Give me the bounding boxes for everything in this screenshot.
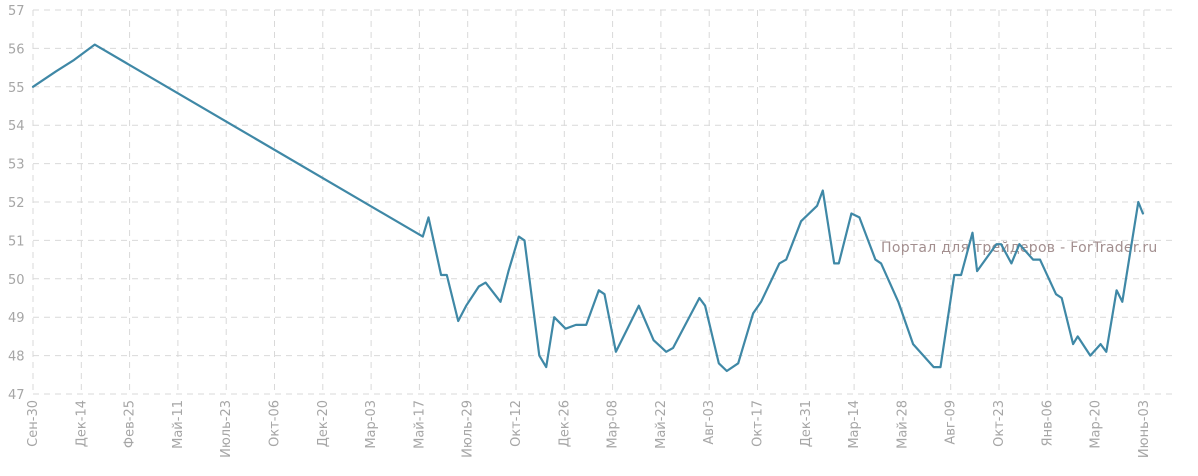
grid: [32, 9, 1176, 395]
x-tick-label: Июль-23: [219, 400, 234, 458]
x-tick-label: Окт-23: [992, 400, 1007, 447]
y-tick-label: 49: [8, 311, 25, 326]
x-tick-label: Май-17: [412, 400, 427, 449]
x-tick-label: Фев-25: [123, 400, 138, 448]
x-tick-label: Сен-30: [26, 400, 41, 447]
x-tick-label: Авг-09: [944, 400, 959, 445]
y-tick-label: 55: [8, 81, 25, 96]
x-tick-label: Дек-20: [316, 400, 331, 447]
x-tick-label: Мар-14: [847, 400, 862, 449]
y-tick-label: 50: [8, 273, 25, 288]
x-tick-label: Янв-06: [1040, 400, 1055, 446]
x-tick-label: Мар-08: [606, 400, 621, 449]
y-tick-label: 57: [8, 4, 25, 19]
x-tick-label: Июнь-03: [1137, 400, 1152, 458]
y-tick-label: 47: [8, 388, 25, 403]
watermark-text: Портал для трейдеров - ForTrader.ru: [881, 240, 1158, 256]
series: [31, 43, 1145, 373]
y-tick-label: 51: [8, 234, 25, 249]
y-axis-ticks: 47 48 49 50 51 52 53 54 55 56 57: [8, 4, 25, 403]
y-tick-label: 54: [8, 119, 25, 134]
x-tick-label: Дек-14: [74, 400, 89, 447]
x-tick-label: Окт-06: [268, 400, 283, 447]
x-tick-label: Дек-31: [799, 400, 814, 447]
x-tick-label: Июль-29: [461, 400, 476, 458]
y-tick-label: 48: [8, 350, 25, 365]
x-tick-label: Окт-12: [509, 400, 524, 447]
y-tick-label: 56: [8, 42, 25, 57]
x-tick-label: Авг-03: [702, 400, 717, 445]
x-tick-label: Май-11: [171, 400, 186, 449]
x-tick-label: Окт-17: [751, 400, 766, 447]
x-axis-ticks: Сен-30 Дек-14 Фев-25 Май-11 Июль-23 Окт-06 Дек…: [26, 400, 1152, 458]
x-tick-label: Май-22: [654, 400, 669, 449]
x-tick-label: Мар-20: [1089, 400, 1104, 449]
x-tick-label: Май-28: [895, 400, 910, 449]
x-tick-label: Мар-03: [364, 400, 379, 449]
y-tick-label: 53: [8, 158, 25, 173]
series-line: [31, 43, 1145, 373]
x-tick-label: Дек-26: [557, 400, 572, 447]
y-tick-label: 52: [8, 196, 25, 211]
